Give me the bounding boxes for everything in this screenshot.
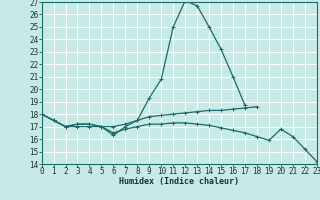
X-axis label: Humidex (Indice chaleur): Humidex (Indice chaleur) <box>119 177 239 186</box>
